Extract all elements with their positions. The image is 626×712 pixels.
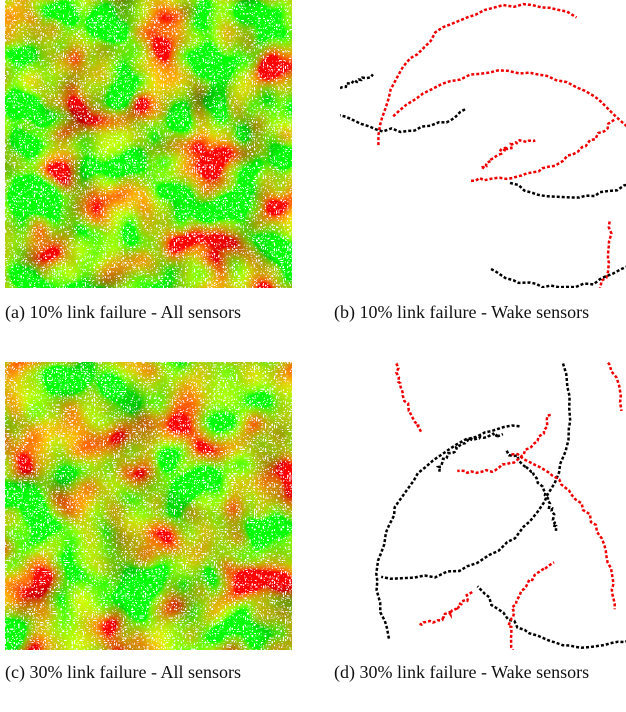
wave-front [508, 181, 626, 199]
wave-front [511, 452, 616, 610]
all-sensors-image [5, 362, 292, 650]
wave-front [394, 362, 423, 433]
wave-front [457, 413, 551, 475]
wave-front [415, 622, 626, 650]
wake-sensors-image [375, 362, 626, 650]
wave-front [377, 2, 578, 146]
wave-front [549, 362, 626, 442]
wave-front [598, 221, 613, 288]
wave-front [480, 138, 536, 170]
wave-front [506, 561, 555, 650]
all-sensors-image [5, 0, 292, 288]
wave-front [605, 362, 623, 412]
wave-front [436, 430, 504, 472]
wave-front [392, 69, 626, 128]
caption: (a) 10% link failure - All sensors [5, 302, 241, 322]
wave-front [476, 585, 626, 649]
wave-front [340, 73, 374, 91]
wave-front [470, 118, 615, 183]
wave-front [489, 265, 626, 288]
wave-front [380, 363, 572, 581]
wake-sensors-image [340, 2, 626, 288]
caption: (b) 10% link failure - Wake sensors [334, 302, 590, 322]
wave-front [419, 590, 473, 626]
caption: (d) 30% link failure - Wake sensors [334, 662, 590, 682]
caption: (c) 30% link failure - All sensors [5, 662, 241, 682]
wave-front [505, 450, 558, 531]
wave-front [375, 424, 521, 639]
wave-front [340, 108, 466, 134]
